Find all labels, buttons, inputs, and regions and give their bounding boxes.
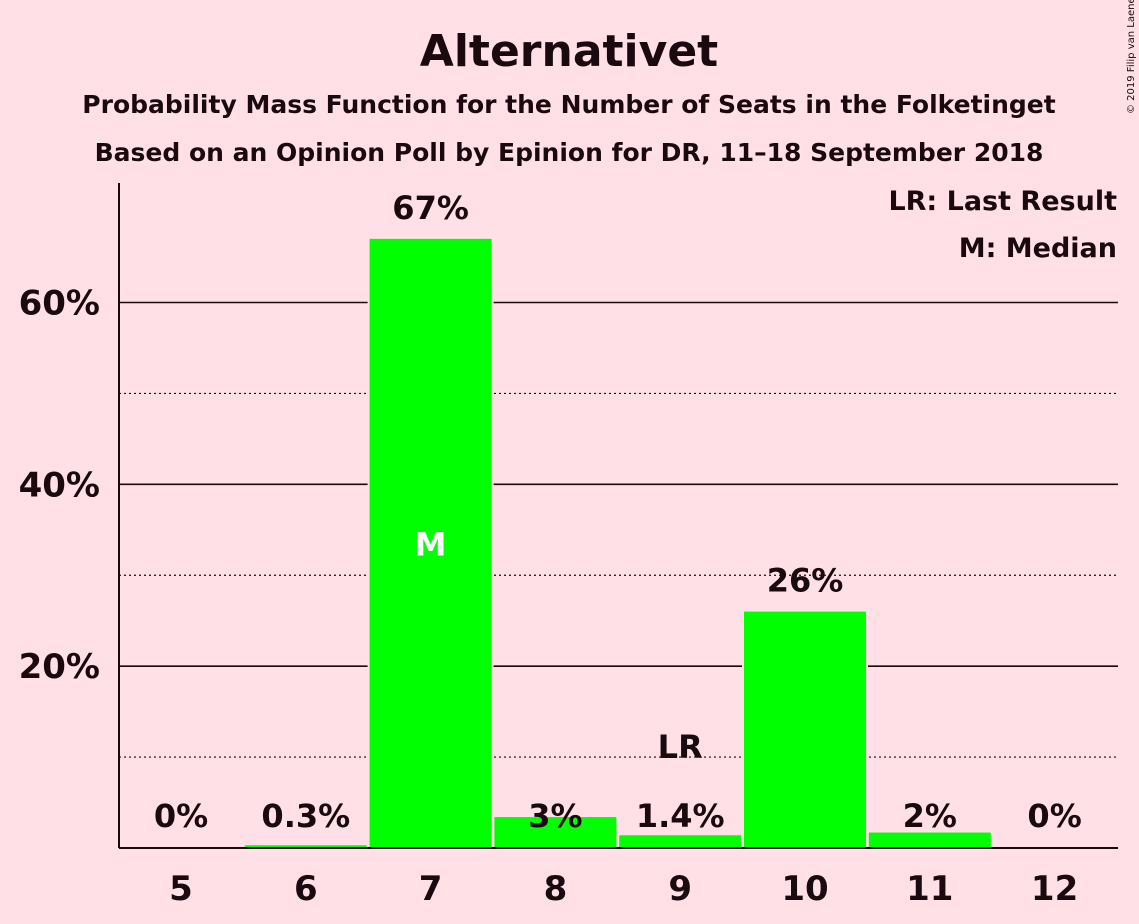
- bar-value-label: 67%: [392, 189, 469, 227]
- bar: [744, 611, 866, 848]
- bar-value-label: 26%: [767, 562, 844, 600]
- y-tick-label: 60%: [19, 284, 100, 324]
- x-tick-label: 8: [544, 869, 568, 909]
- x-tick-label: 6: [294, 869, 318, 909]
- bar: [494, 817, 617, 848]
- bar: [619, 835, 742, 848]
- gridlines: [119, 301, 1118, 758]
- bar-value-label: 0.3%: [261, 797, 350, 835]
- x-tick-label: 7: [419, 869, 443, 909]
- chart-title: Alternativet: [420, 26, 718, 77]
- x-tick-label: 10: [781, 869, 828, 909]
- bar-value-label: 1.4%: [636, 797, 725, 835]
- bar: [244, 845, 367, 848]
- chart-subtitle-2: Based on an Opinion Poll by Epinion for …: [95, 138, 1044, 167]
- bar-value-label: 3%: [528, 797, 582, 835]
- x-tick-label: 11: [906, 869, 953, 909]
- last-result-marker: LR: [658, 728, 703, 766]
- bar-value-label: 0%: [154, 797, 208, 835]
- bars: [242, 236, 993, 848]
- copyright-notice: © 2019 Filip van Laenen: [1126, 0, 1137, 114]
- data-labels: 0% 0.3% 67% 3% 1.4% 26% 2% 0% M LR: [154, 189, 1082, 835]
- axes: 20% 40% 60% 5 6 7 8 9 10 11 12: [19, 183, 1118, 909]
- x-tick-label: 5: [169, 869, 193, 909]
- bar: [868, 832, 991, 848]
- y-tick-label: 40%: [19, 465, 100, 505]
- x-tick-label: 9: [668, 869, 692, 909]
- bar: [369, 238, 492, 848]
- legend-last-result: LR: Last Result: [888, 186, 1117, 217]
- bar-value-label: 0%: [1027, 797, 1081, 835]
- bar-value-label: 2%: [903, 797, 957, 835]
- y-tick-label: 20%: [19, 647, 100, 687]
- x-tick-label: 12: [1031, 869, 1078, 909]
- chart-subtitle-1: Probability Mass Function for the Number…: [82, 90, 1055, 119]
- median-marker: M: [415, 525, 447, 563]
- legend-median: M: Median: [959, 233, 1117, 264]
